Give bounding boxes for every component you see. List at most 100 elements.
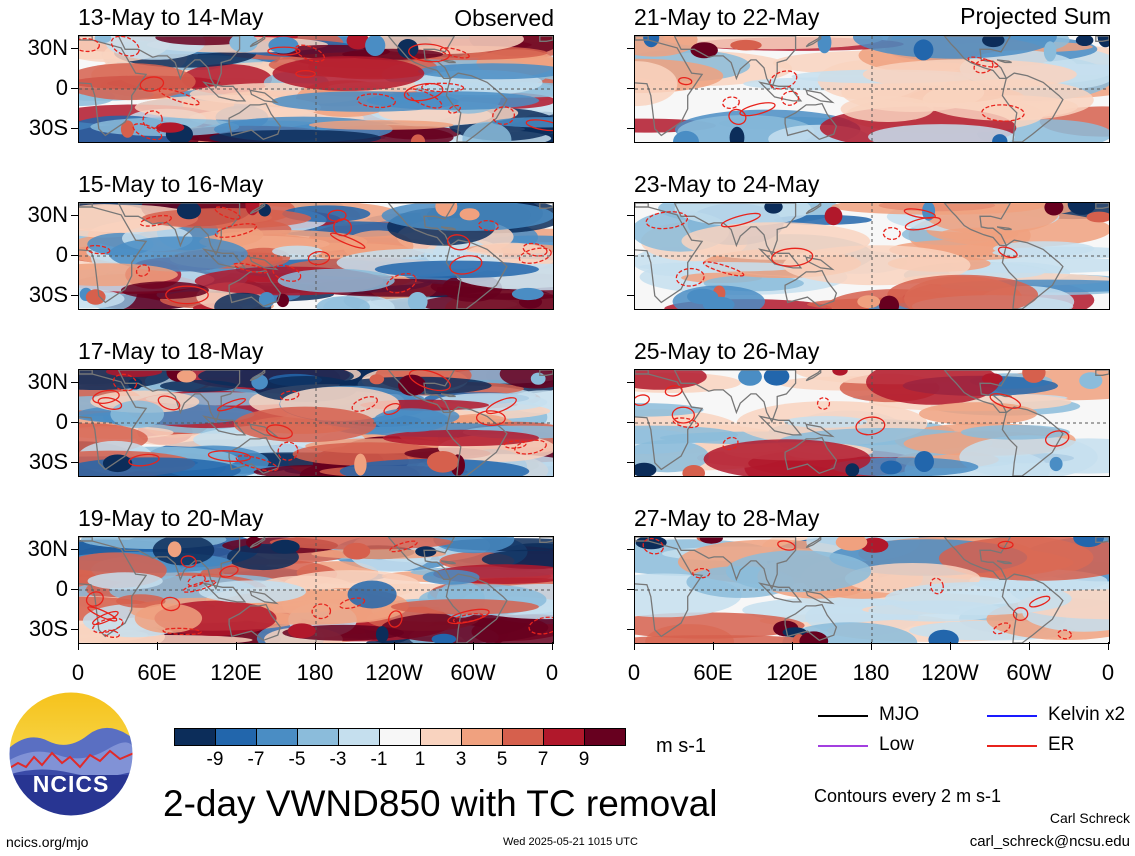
colorbar-label: -3 xyxy=(329,749,347,770)
lat-tick xyxy=(71,294,78,296)
lat-tick xyxy=(71,48,78,50)
colorbar-swatch xyxy=(461,728,503,746)
lat-label: 0 xyxy=(55,409,68,434)
lat-tick xyxy=(627,461,634,463)
colorbar-label: 9 xyxy=(578,749,590,770)
map-panel-4 xyxy=(78,536,554,644)
lat-tick xyxy=(627,422,634,423)
map-panel-2 xyxy=(78,202,554,310)
lon-label: 60W xyxy=(450,660,496,685)
lon-label: 0 xyxy=(71,660,85,685)
lon-tick xyxy=(1029,642,1030,650)
figure-title: 2-day VWND850 with TC removal xyxy=(163,783,718,824)
colorbar-swatch xyxy=(338,728,380,746)
lat-tick xyxy=(627,215,634,217)
vwnd850-field xyxy=(79,36,553,142)
colorbar-label: -5 xyxy=(288,749,306,770)
lat-tick xyxy=(71,589,78,590)
colorbar-swatch xyxy=(379,728,421,746)
map-panel-5 xyxy=(634,35,1110,143)
vwnd850-field xyxy=(635,537,1109,643)
lon-label: 120E xyxy=(766,660,818,685)
lat-tick xyxy=(627,549,634,551)
lat-tick xyxy=(71,549,78,551)
colorbar-swatch xyxy=(420,728,462,746)
colorbar-swatch xyxy=(215,728,257,746)
colorbar-label: -9 xyxy=(206,749,224,770)
vwnd850-field xyxy=(635,203,1109,309)
projected-column-heading: Projected Sum xyxy=(960,3,1111,29)
lat-tick xyxy=(627,255,634,256)
lon-tick xyxy=(634,642,635,650)
lat-label: 30S xyxy=(28,281,68,307)
lat-label: 30S xyxy=(28,615,68,641)
lat-tick xyxy=(71,382,78,384)
vwnd850-field xyxy=(635,36,1109,142)
lon-label: 0 xyxy=(627,660,641,685)
map-panel-6 xyxy=(634,202,1110,310)
lon-tick xyxy=(552,642,553,650)
lat-tick xyxy=(71,628,78,630)
legend-label: Kelvin x2 xyxy=(1048,704,1126,725)
panel-title: 21-May to 22-May xyxy=(634,4,820,30)
lat-label: 30S xyxy=(28,114,68,140)
lon-tick xyxy=(792,642,793,650)
logo-text: NCICS xyxy=(32,771,110,797)
panel-title: 13-May to 14-May xyxy=(78,4,264,30)
lat-label: 0 xyxy=(55,242,68,267)
colorbar-label: 3 xyxy=(455,749,467,770)
colorbar-swatch xyxy=(174,728,216,746)
legend-line xyxy=(818,745,868,747)
lon-label: 180 xyxy=(296,660,334,685)
legend-line xyxy=(987,715,1037,717)
lon-label: 180 xyxy=(852,660,890,685)
lat-tick xyxy=(627,88,634,89)
lat-label: 30N xyxy=(27,536,68,562)
vwnd850-field xyxy=(635,370,1109,476)
lat-label: 30N xyxy=(27,202,68,228)
colorbar-label: -1 xyxy=(370,749,388,770)
contour-interval-note: Contours every 2 m s-1 xyxy=(814,786,1002,806)
lon-label: 0 xyxy=(1101,660,1115,685)
lat-tick xyxy=(71,127,78,129)
lat-tick xyxy=(71,255,78,256)
map-panel-3 xyxy=(78,369,554,477)
colorbar-swatch xyxy=(297,728,339,746)
legend-label: ER xyxy=(1048,734,1075,755)
panel-title: 15-May to 16-May xyxy=(78,171,264,197)
lat-tick xyxy=(627,127,634,129)
lon-tick xyxy=(713,642,714,650)
author-email[interactable]: carl_schreck@ncsu.edu xyxy=(969,833,1130,850)
ncics-logo: NCICS xyxy=(8,691,134,817)
colorbar-swatch xyxy=(584,728,626,746)
colorbar-label: 5 xyxy=(496,749,508,770)
panel-title: 25-May to 26-May xyxy=(634,338,820,364)
lat-tick xyxy=(627,589,634,590)
lon-label: 60E xyxy=(137,660,177,685)
map-panel-1 xyxy=(78,35,554,143)
lon-tick xyxy=(1108,642,1109,650)
lon-tick xyxy=(871,642,872,650)
lon-label: 120W xyxy=(365,660,423,685)
lat-tick xyxy=(627,382,634,384)
lat-label: 0 xyxy=(55,576,68,601)
vwnd850-field xyxy=(79,370,553,476)
lon-tick xyxy=(394,642,395,650)
vwnd850-field xyxy=(79,537,553,643)
lon-label: 60E xyxy=(693,660,733,685)
lat-label: 30S xyxy=(28,448,68,474)
colorbar-swatch xyxy=(543,728,585,746)
lat-label: 30N xyxy=(27,369,68,395)
colorbar-label: 7 xyxy=(537,749,549,770)
colorbar-label: 1 xyxy=(414,749,426,770)
legend-label: Low xyxy=(879,734,914,755)
site-link[interactable]: ncics.org/mjo xyxy=(6,834,89,850)
lon-tick xyxy=(78,642,79,650)
map-panel-8 xyxy=(634,536,1110,644)
lat-tick xyxy=(627,48,634,50)
lat-label: 0 xyxy=(55,75,68,100)
panel-title: 19-May to 20-May xyxy=(78,505,264,531)
colorbar-swatch xyxy=(256,728,298,746)
lat-tick xyxy=(71,215,78,217)
lon-label: 60W xyxy=(1006,660,1052,685)
